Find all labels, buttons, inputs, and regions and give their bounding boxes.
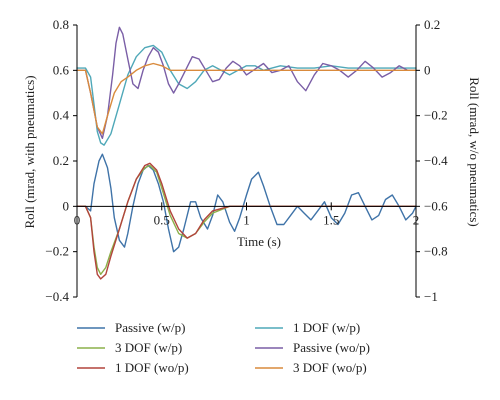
legend: Passive (w/p) 1 DOF (w/p) 3 DOF (w/p) Passi… bbox=[77, 320, 370, 375]
legend-label: Passive (w/p) bbox=[115, 320, 185, 335]
y-right-tick-label: 0.2 bbox=[424, 17, 440, 32]
legend-label: 3 DOF (wo/p) bbox=[293, 360, 367, 375]
y-left-tick-label: −0.4 bbox=[45, 289, 69, 304]
plot-lines bbox=[76, 26, 417, 280]
y-right-tick-label: −0.2 bbox=[424, 108, 448, 123]
y-left-tick-label: 0.4 bbox=[53, 108, 70, 123]
x-tick-label: 0.5 bbox=[154, 212, 170, 227]
y-right-tick-label: 0 bbox=[424, 62, 431, 77]
y-left-tick-label: −0.2 bbox=[45, 244, 69, 259]
legend-label: Passive (wo/p) bbox=[293, 340, 370, 355]
y-right-tick-label: −0.6 bbox=[424, 198, 448, 213]
y-axis-right-label: Roll (mrad, w/o pneumatics) bbox=[467, 77, 482, 226]
y-right-tick-label: −1 bbox=[424, 289, 438, 304]
series-line-4 bbox=[76, 26, 417, 140]
y-left-tick-label: 0 bbox=[63, 198, 70, 213]
legend-label: 1 DOF (wo/p) bbox=[115, 360, 189, 375]
y-left-tick-label: 0.2 bbox=[53, 153, 69, 168]
x-axis-label: Time (s) bbox=[237, 234, 281, 249]
legend-label: 3 DOF (w/p) bbox=[115, 340, 182, 355]
x-tick-label: 2 bbox=[413, 212, 420, 227]
series-line-1 bbox=[76, 153, 417, 253]
series-line-2 bbox=[76, 44, 417, 146]
legend-label: 1 DOF (w/p) bbox=[293, 320, 360, 335]
y-left-tick-label: 0.8 bbox=[53, 17, 69, 32]
x-tick-label: 0 bbox=[74, 212, 81, 227]
ticks: −0.4 −0.2 0 0.2 0.4 0.6 0.8 −1 −0.8 −0.6 −0.4 −0.2 0… bbox=[45, 17, 448, 304]
x-tick-label: 1 bbox=[243, 212, 250, 227]
y-right-tick-label: −0.8 bbox=[424, 244, 448, 259]
series-line-6 bbox=[76, 62, 417, 135]
y-right-tick-label: −0.4 bbox=[424, 153, 448, 168]
x-tick-label: 1.5 bbox=[323, 212, 339, 227]
series-line-5 bbox=[76, 162, 417, 280]
y-left-tick-label: 0.6 bbox=[53, 62, 70, 77]
y-axis-left-label: Roll (mrad, with pneumatics) bbox=[22, 75, 37, 228]
